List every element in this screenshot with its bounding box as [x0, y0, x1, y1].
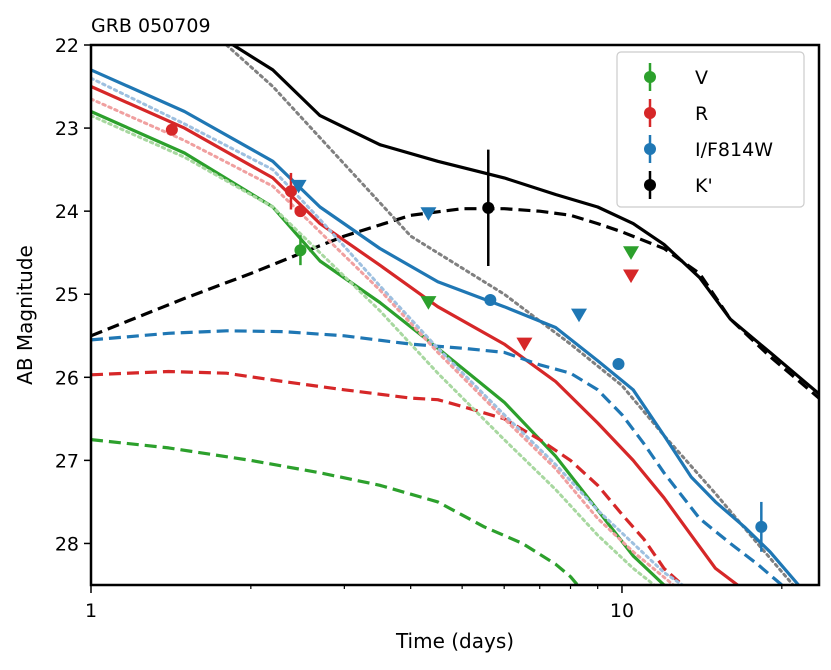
curve-i-kilonova	[91, 329, 783, 585]
y-tick-label: 28	[55, 533, 79, 555]
detection-point-i-f814w	[484, 294, 497, 307]
detection-point-i-f814w	[612, 358, 625, 371]
legend-marker-r	[644, 107, 656, 119]
legend-label-k: K'	[695, 175, 713, 197]
upper-limit-v	[420, 296, 437, 310]
detection-point-r	[294, 205, 307, 218]
detection-point-i-f814w	[755, 520, 768, 533]
legend: VR I/F814W K'	[616, 51, 805, 208]
legend-marker-k	[644, 179, 656, 191]
plot-frame	[89, 43, 821, 587]
chart-title: GRB 050709	[91, 15, 211, 37]
upper-limit-i-f814w	[290, 179, 307, 194]
curve-v-kilonova	[91, 438, 580, 585]
upper-limit-i-f814w	[571, 308, 588, 323]
data-markers	[165, 123, 768, 552]
legend-marker-v	[644, 71, 656, 83]
y-tick-label: 22	[55, 35, 79, 57]
curve-r-kilonova	[91, 369, 684, 585]
y-tick-label: 27	[55, 450, 79, 472]
y-axis-label: AB Magnitude	[13, 245, 37, 385]
legend-marker-i-f814w	[644, 143, 656, 155]
y-tick-label: 23	[55, 118, 79, 140]
legend-box	[616, 51, 805, 208]
y-tick-label: 25	[55, 284, 79, 306]
upper-limit-i-f814w	[420, 207, 437, 221]
upper-limit-r	[516, 337, 533, 352]
detection-point-v	[294, 244, 307, 257]
upper-limit-r	[623, 269, 640, 284]
curve-k-afterglow	[225, 45, 795, 585]
curve-v-total	[91, 110, 668, 585]
curve-i-afterglow	[91, 76, 684, 585]
detection-point-r	[284, 185, 297, 198]
x-tick-label: 10	[610, 600, 634, 622]
legend-label-r: R	[695, 103, 708, 125]
x-axis-label: Time (days)	[395, 629, 514, 653]
detection-point-r	[165, 123, 178, 136]
x-tick-label: 1	[85, 600, 97, 622]
curve-r-afterglow	[91, 97, 675, 585]
curve-v-afterglow	[91, 114, 656, 585]
legend-label-v: V	[695, 67, 708, 89]
legend-label-i-f814w: I/F814W	[695, 139, 773, 161]
y-tick-label: 24	[55, 201, 79, 223]
y-tick-label: 26	[55, 367, 79, 389]
upper-limit-v	[623, 246, 640, 260]
curve-k-kilonova	[91, 207, 819, 400]
axes: 22 23 24 25 26 27 28 1 10	[55, 35, 783, 622]
detection-point-k	[482, 201, 495, 214]
